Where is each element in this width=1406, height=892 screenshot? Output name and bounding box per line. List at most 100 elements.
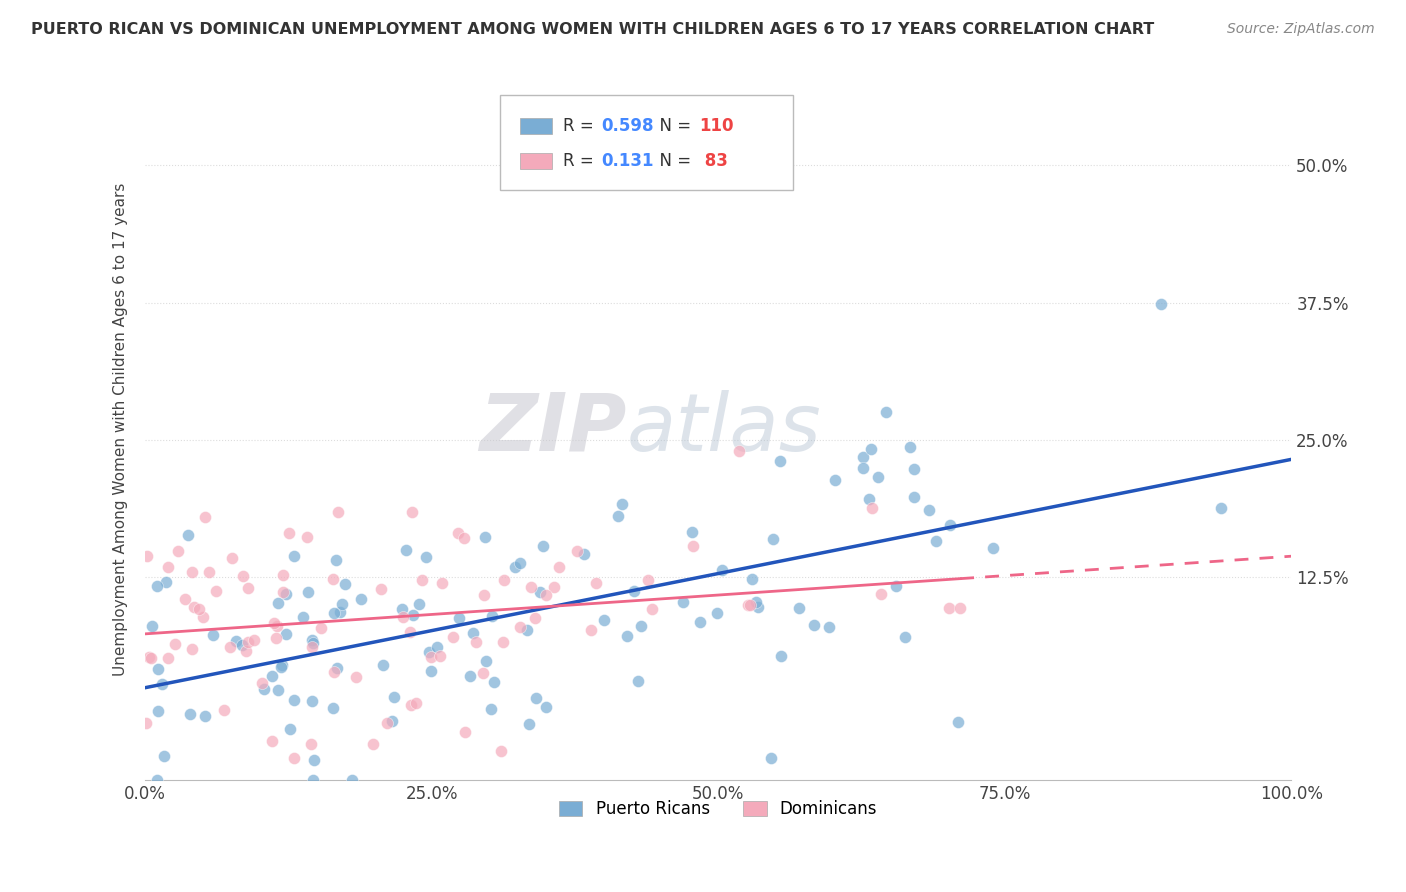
Point <box>616 629 638 643</box>
Text: 0.598: 0.598 <box>602 117 654 135</box>
Text: PUERTO RICAN VS DOMINICAN UNEMPLOYMENT AMONG WOMEN WITH CHILDREN AGES 6 TO 17 YE: PUERTO RICAN VS DOMINICAN UNEMPLOYMENT A… <box>31 22 1154 37</box>
Point <box>949 601 972 615</box>
Point <box>918 503 941 517</box>
Point <box>322 606 344 620</box>
Point <box>524 610 547 624</box>
Point <box>672 594 695 608</box>
Point <box>430 575 453 590</box>
Point <box>381 714 404 728</box>
Point <box>299 737 322 751</box>
Point <box>221 551 243 566</box>
Point <box>534 588 557 602</box>
Point <box>429 649 451 664</box>
Point <box>983 541 1005 555</box>
Point <box>392 609 415 624</box>
Point <box>903 490 925 504</box>
Point <box>231 639 253 653</box>
Point <box>191 609 214 624</box>
Point <box>516 624 538 638</box>
Point <box>453 531 475 545</box>
Point <box>322 701 344 715</box>
Point <box>236 581 259 595</box>
Point <box>1149 297 1171 311</box>
Point <box>420 664 443 678</box>
Point <box>579 624 602 638</box>
Point <box>260 669 283 683</box>
Point <box>859 442 882 457</box>
Point <box>250 675 273 690</box>
Point <box>232 568 254 582</box>
Point <box>479 702 502 716</box>
Point <box>472 588 495 602</box>
Point <box>166 544 188 558</box>
Point <box>894 630 917 644</box>
Point <box>283 751 305 765</box>
Point <box>267 682 290 697</box>
Point <box>278 722 301 736</box>
Point <box>260 734 283 748</box>
Point <box>441 631 464 645</box>
Point <box>311 621 333 635</box>
Point <box>291 609 314 624</box>
Point <box>738 598 761 612</box>
Point <box>302 753 325 767</box>
Text: R =: R = <box>564 117 599 135</box>
Point <box>463 626 485 640</box>
Point <box>325 553 347 567</box>
Point <box>762 533 785 547</box>
Point <box>682 539 704 553</box>
Point <box>481 608 503 623</box>
Point <box>329 605 352 619</box>
Point <box>350 591 373 606</box>
Point <box>180 565 202 579</box>
Text: N =: N = <box>650 152 697 170</box>
Point <box>283 693 305 707</box>
Point <box>449 611 471 625</box>
Point <box>283 549 305 563</box>
Point <box>270 657 292 672</box>
Point <box>194 509 217 524</box>
Point <box>610 497 633 511</box>
Point <box>415 550 437 565</box>
Point <box>266 619 288 633</box>
Point <box>212 703 235 717</box>
Point <box>391 601 413 615</box>
Point <box>492 635 515 649</box>
Point <box>531 539 554 553</box>
Point <box>824 473 846 487</box>
Point <box>141 619 163 633</box>
Point <box>156 650 179 665</box>
Text: 110: 110 <box>699 117 733 135</box>
Point <box>278 526 301 541</box>
Point <box>177 528 200 542</box>
Point <box>585 575 607 590</box>
Point <box>482 674 505 689</box>
Point <box>869 587 891 601</box>
Point <box>458 669 481 683</box>
FancyBboxPatch shape <box>520 119 553 134</box>
Point <box>139 651 162 665</box>
Point <box>323 665 346 680</box>
Point <box>153 749 176 764</box>
Point <box>426 640 449 655</box>
Point <box>326 661 349 675</box>
Text: 0.131: 0.131 <box>602 152 654 170</box>
Point <box>884 579 907 593</box>
Point <box>710 563 733 577</box>
Point <box>271 568 294 582</box>
Point <box>235 644 257 658</box>
Point <box>818 620 841 634</box>
Point <box>447 525 470 540</box>
Point <box>297 585 319 599</box>
Point <box>852 460 875 475</box>
Point <box>202 628 225 642</box>
Point <box>898 440 921 454</box>
Point <box>382 690 405 704</box>
Point <box>267 597 290 611</box>
Point <box>925 534 948 549</box>
Point <box>630 618 652 632</box>
Point <box>375 716 398 731</box>
Point <box>728 444 751 458</box>
Point <box>509 620 531 634</box>
Point <box>946 714 969 729</box>
